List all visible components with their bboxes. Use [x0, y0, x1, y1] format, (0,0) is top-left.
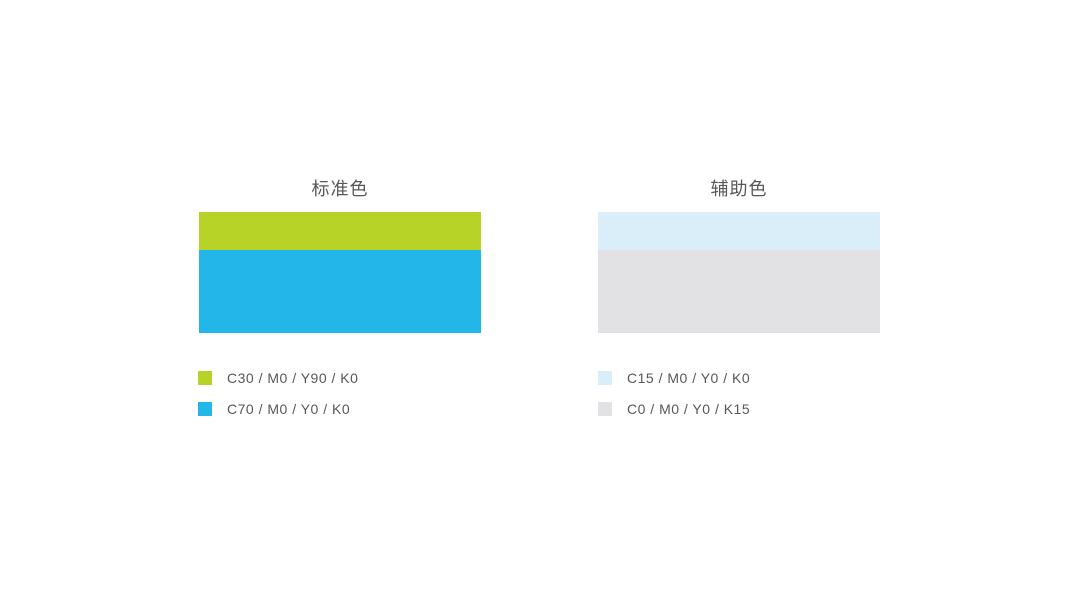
- standard-green-bar: [199, 212, 481, 250]
- legend-row: C30 / M0 / Y90 / K0: [198, 371, 358, 385]
- standard-blue-bar: [199, 250, 481, 333]
- auxiliary-colors-title: 辅助色: [710, 179, 768, 199]
- legend-row: C70 / M0 / Y0 / K0: [198, 402, 350, 416]
- legend-row: C0 / M0 / Y0 / K15: [598, 402, 750, 416]
- green-cmyk-label: C30 / M0 / Y90 / K0: [227, 370, 359, 386]
- standard-colors-title: 标准色: [311, 179, 369, 199]
- blue-swatch: [198, 402, 212, 416]
- auxiliary-lightblue-bar: [598, 212, 880, 250]
- gray-cmyk-label: C0 / M0 / Y0 / K15: [627, 401, 751, 417]
- standard-colors-block: [199, 212, 481, 333]
- auxiliary-colors-block: [598, 212, 880, 333]
- lightblue-cmyk-label: C15 / M0 / Y0 / K0: [627, 370, 751, 386]
- green-swatch: [198, 371, 212, 385]
- auxiliary-gray-bar: [598, 250, 880, 333]
- blue-cmyk-label: C70 / M0 / Y0 / K0: [227, 401, 351, 417]
- gray-swatch: [598, 402, 612, 416]
- lightblue-swatch: [598, 371, 612, 385]
- legend-row: C15 / M0 / Y0 / K0: [598, 371, 750, 385]
